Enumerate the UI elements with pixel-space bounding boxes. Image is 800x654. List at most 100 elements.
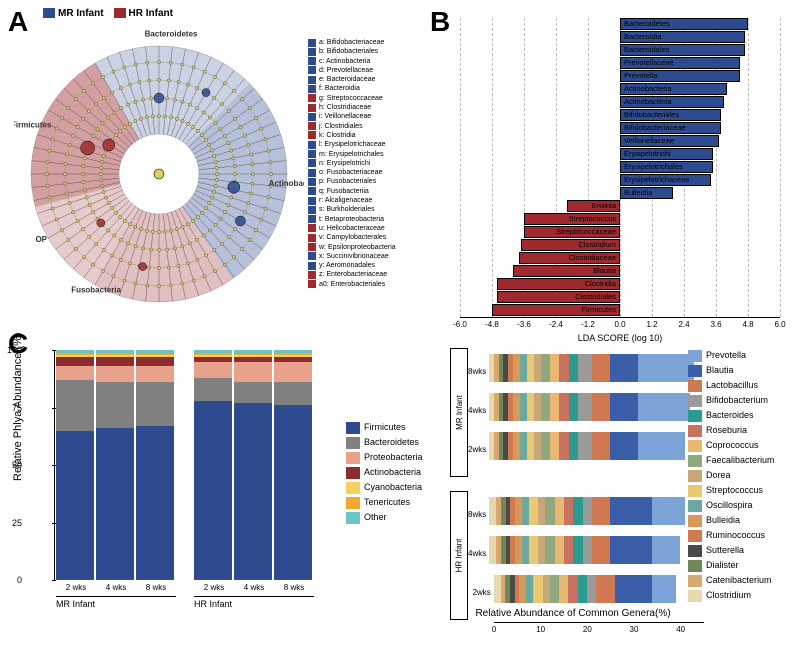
phyla-bar <box>194 350 232 580</box>
panel-a-taxa-legend: a: Bifidobacteriaceaeb: Bifidobacteriale… <box>308 38 428 289</box>
phyla-bar <box>56 350 94 580</box>
lda-bar: Bifidobacteriaceae <box>460 122 780 134</box>
phyla-bar <box>274 350 312 580</box>
genera-legend-item: Oscillospira <box>688 498 775 513</box>
genera-legend-item: Lactobacillus <box>688 378 775 393</box>
facet-label: MR Infant <box>450 348 468 477</box>
phyla-y-label: Relative Phlya Abundance (%) <box>12 461 24 481</box>
genera-legend-item: Dialister <box>688 558 775 573</box>
lda-bar: Erysipelotrichales <box>460 161 780 173</box>
genera-legend-item: Ruminococcus <box>688 528 775 543</box>
lda-bar: Streptococcus <box>460 213 780 225</box>
facet-label: HR Infant <box>450 491 468 620</box>
taxa-legend-item: l: Erysipelotrichaceae <box>308 140 428 149</box>
phyla-bar <box>96 350 134 580</box>
genera-legend-item: Dorea <box>688 468 775 483</box>
genera-legend-item: Prevotella <box>688 348 775 363</box>
taxa-legend-item: q: Fusobacteriia <box>308 187 428 196</box>
taxa-legend-item: b: Bifidobacteriales <box>308 47 428 56</box>
phyla-legend-item: Firmicutes <box>346 420 423 435</box>
taxa-legend-item: a: Bifidobacteriaceae <box>308 38 428 47</box>
panel-c: C 2 wks4 wks8 wksMR Infant2 wks4 wks8 wk… <box>8 330 792 640</box>
panel-b-label: B <box>430 6 450 38</box>
lda-bar: Bacteroidetes <box>460 18 780 30</box>
taxa-legend-item: s: Burkholderiales <box>308 205 428 214</box>
genera-legend-item: Bifidobacterium <box>688 393 775 408</box>
lda-bar: Bulleidia <box>460 187 780 199</box>
lda-bar: Clostridia <box>460 278 780 290</box>
lda-bar: Clostridium <box>460 239 780 251</box>
group-legend-item: HR Infant <box>114 8 173 19</box>
lda-bar: Veillonellaceae <box>460 135 780 147</box>
lda-bars: Bacteroidetes Bacteroidia Bacteroidales … <box>460 18 780 317</box>
genera-bar <box>489 497 685 525</box>
phyla-legend-item: Bacteroidetes <box>346 435 423 450</box>
lda-bar: Prevotella <box>460 70 780 82</box>
lda-bar: Bacteroidia <box>460 31 780 43</box>
taxa-legend-item: k: Clostridia <box>308 131 428 140</box>
genera-legend-item: Blautia <box>688 363 775 378</box>
svg-text:Firmicutes: Firmicutes <box>14 120 52 129</box>
phyla-legend: FirmicutesBacteroidetesProteobacteriaAct… <box>346 420 423 525</box>
taxa-legend-item: v: Campylobacterales <box>308 233 428 242</box>
lda-bar: Streptococcaceae <box>460 226 780 238</box>
group-legend-item: MR Infant <box>43 8 104 19</box>
lda-bar: Blautia <box>460 265 780 277</box>
taxa-legend-item: y: Aeromonadales <box>308 261 428 270</box>
taxa-legend-item: o: Fusobacteriaceae <box>308 168 428 177</box>
genera-legend-item: Sutterella <box>688 543 775 558</box>
svg-text:Actinobacteria: Actinobacteria <box>269 179 304 188</box>
taxa-legend-item: z: Enterobacteriaceae <box>308 270 428 279</box>
cladogram-chart: Bacteroidetes Actinobacteria Firmicutes OP F… <box>14 24 304 314</box>
phyla-legend-item: Other <box>346 510 423 525</box>
genera-bar <box>489 393 690 421</box>
taxa-legend-item: u: Helicobacteraceae <box>308 224 428 233</box>
svg-text:Bacteroidetes: Bacteroidetes <box>145 30 198 39</box>
taxa-legend-item: i: Veillonellaceae <box>308 112 428 121</box>
taxa-legend-item: j: Clostridiales <box>308 122 428 131</box>
phyla-legend-item: Proteobacteria <box>346 450 423 465</box>
group-label: MR Infant <box>56 596 176 609</box>
taxa-legend-item: m: Erysipelotrichales <box>308 150 428 159</box>
taxa-legend-item: c: Actinobacteria <box>308 57 428 66</box>
lda-bar: Bacteroidales <box>460 44 780 56</box>
genera-legend-item: Faecalibacterium <box>688 453 775 468</box>
panel-a-group-legend: MR Infant HR Infant <box>43 8 173 19</box>
lda-bar: Clostridiales <box>460 291 780 303</box>
phyla-legend-item: Tenericutes <box>346 495 423 510</box>
svg-text:Fusobacteria: Fusobacteria <box>71 285 121 294</box>
genera-legend-item: Streptococcus <box>688 483 775 498</box>
taxa-legend-item: t: Betaproteobacteria <box>308 215 428 224</box>
taxa-legend-item: w: Epsilonproteobacteria <box>308 243 428 252</box>
genera-legend-item: Bacteroides <box>688 408 775 423</box>
genera-bar <box>489 432 685 460</box>
lda-bar: Erysipelotrichi <box>460 148 780 160</box>
genera-bar <box>489 354 694 382</box>
lda-bar: Actinobacteria <box>460 96 780 108</box>
panel-c-label: C <box>8 328 28 360</box>
phyla-legend-item: Actinobacteria <box>346 465 423 480</box>
taxa-legend-item: x: Succinivibrionaceae <box>308 252 428 261</box>
lda-bar: Prevotellaceae <box>460 57 780 69</box>
taxa-legend-item: n: Erysipelotrichi <box>308 159 428 168</box>
genera-stacked-chart: MR Infant8wks4wks2wksHR Infant8wks4wks2w… <box>468 348 678 588</box>
phyla-bar <box>136 350 174 580</box>
phyla-stacked-chart: 2 wks4 wks8 wksMR Infant2 wks4 wks8 wksH… <box>56 350 336 610</box>
group-label: HR Infant <box>194 596 314 609</box>
taxa-legend-item: d: Prevotellaceae <box>308 66 428 75</box>
genera-bar <box>489 536 680 564</box>
genera-legend-item: Clostridium <box>688 588 775 603</box>
taxa-legend-item: a0: Enterobacteriales <box>308 280 428 289</box>
phyla-legend-item: Cyanobacteria <box>346 480 423 495</box>
taxa-legend-item: r: Alcaligenaceae <box>308 196 428 205</box>
genera-legend-item: Coprococcus <box>688 438 775 453</box>
lda-bar: Erwinia <box>460 200 780 212</box>
phyla-bar <box>234 350 272 580</box>
genera-bar <box>494 575 678 603</box>
lda-bar: Actinobacteria <box>460 83 780 95</box>
panel-a: A MR InfantHR Infant BacteroidetesActino… <box>8 8 428 318</box>
genera-legend-item: Roseburia <box>688 423 775 438</box>
svg-text:OP: OP <box>35 235 47 244</box>
taxa-legend-item: e: Bacteroidaceae <box>308 75 428 84</box>
lda-bar: Erysipelotrichaceae <box>460 174 780 186</box>
